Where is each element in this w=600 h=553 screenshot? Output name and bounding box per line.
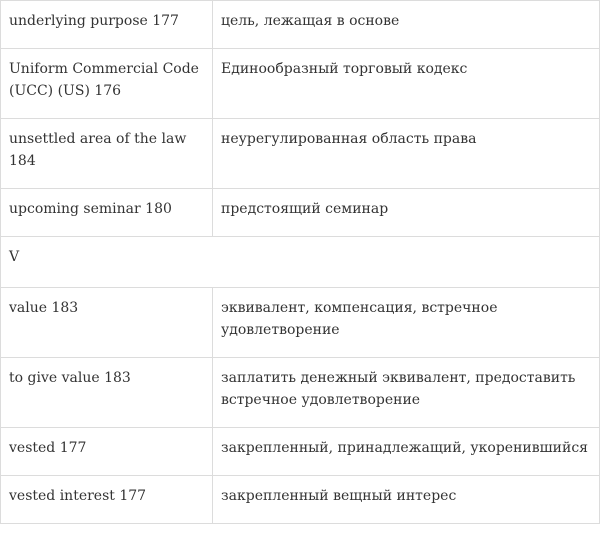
table-row: Uniform Commercial Code (UCC) (US) 176 Ед… [0,48,600,119]
term-cell: vested interest 177 [0,475,213,524]
term-cell: value 183 [0,287,213,358]
translation-cell: неурегулированная область права [212,118,600,189]
translation-cell: предстоящий семинар [212,188,600,237]
translation-cell: эквивалент, компенсация, встречное удовл… [212,287,600,358]
translation-cell: закрепленный, принадлежащий, укоренивший… [212,427,600,476]
translation-cell: закрепленный вещный интерес [212,475,600,524]
section-letter-row: V [0,236,600,288]
table-row: vested 177 закрепленный, принадлежащий, у… [0,427,600,476]
term-cell: to give value 183 [0,357,213,428]
translation-cell: Единообразный торговый кодекс [212,48,600,119]
table-row: unsettled area of the law 184 неурегулиро… [0,118,600,189]
glossary-body: underlying purpose 177 цель, лежащая в ос… [0,0,600,524]
term-cell: Uniform Commercial Code (UCC) (US) 176 [0,48,213,119]
table-row: upcoming seminar 180 предстоящий семинар [0,188,600,237]
glossary-table: underlying purpose 177 цель, лежащая в ос… [0,0,600,524]
table-row: underlying purpose 177 цель, лежащая в ос… [0,0,600,49]
term-cell: vested 177 [0,427,213,476]
term-cell: upcoming seminar 180 [0,188,213,237]
table-row: vested interest 177 закрепленный вещный и… [0,475,600,524]
section-letter: V [0,236,600,288]
translation-cell: цель, лежащая в основе [212,0,600,49]
translation-cell: заплатить денежный эквивалент, предостав… [212,357,600,428]
table-row: to give value 183 заплатить денежный экви… [0,357,600,428]
term-cell: underlying purpose 177 [0,0,213,49]
term-cell: unsettled area of the law 184 [0,118,213,189]
table-row: value 183 эквивалент, компенсация, встреч… [0,287,600,358]
